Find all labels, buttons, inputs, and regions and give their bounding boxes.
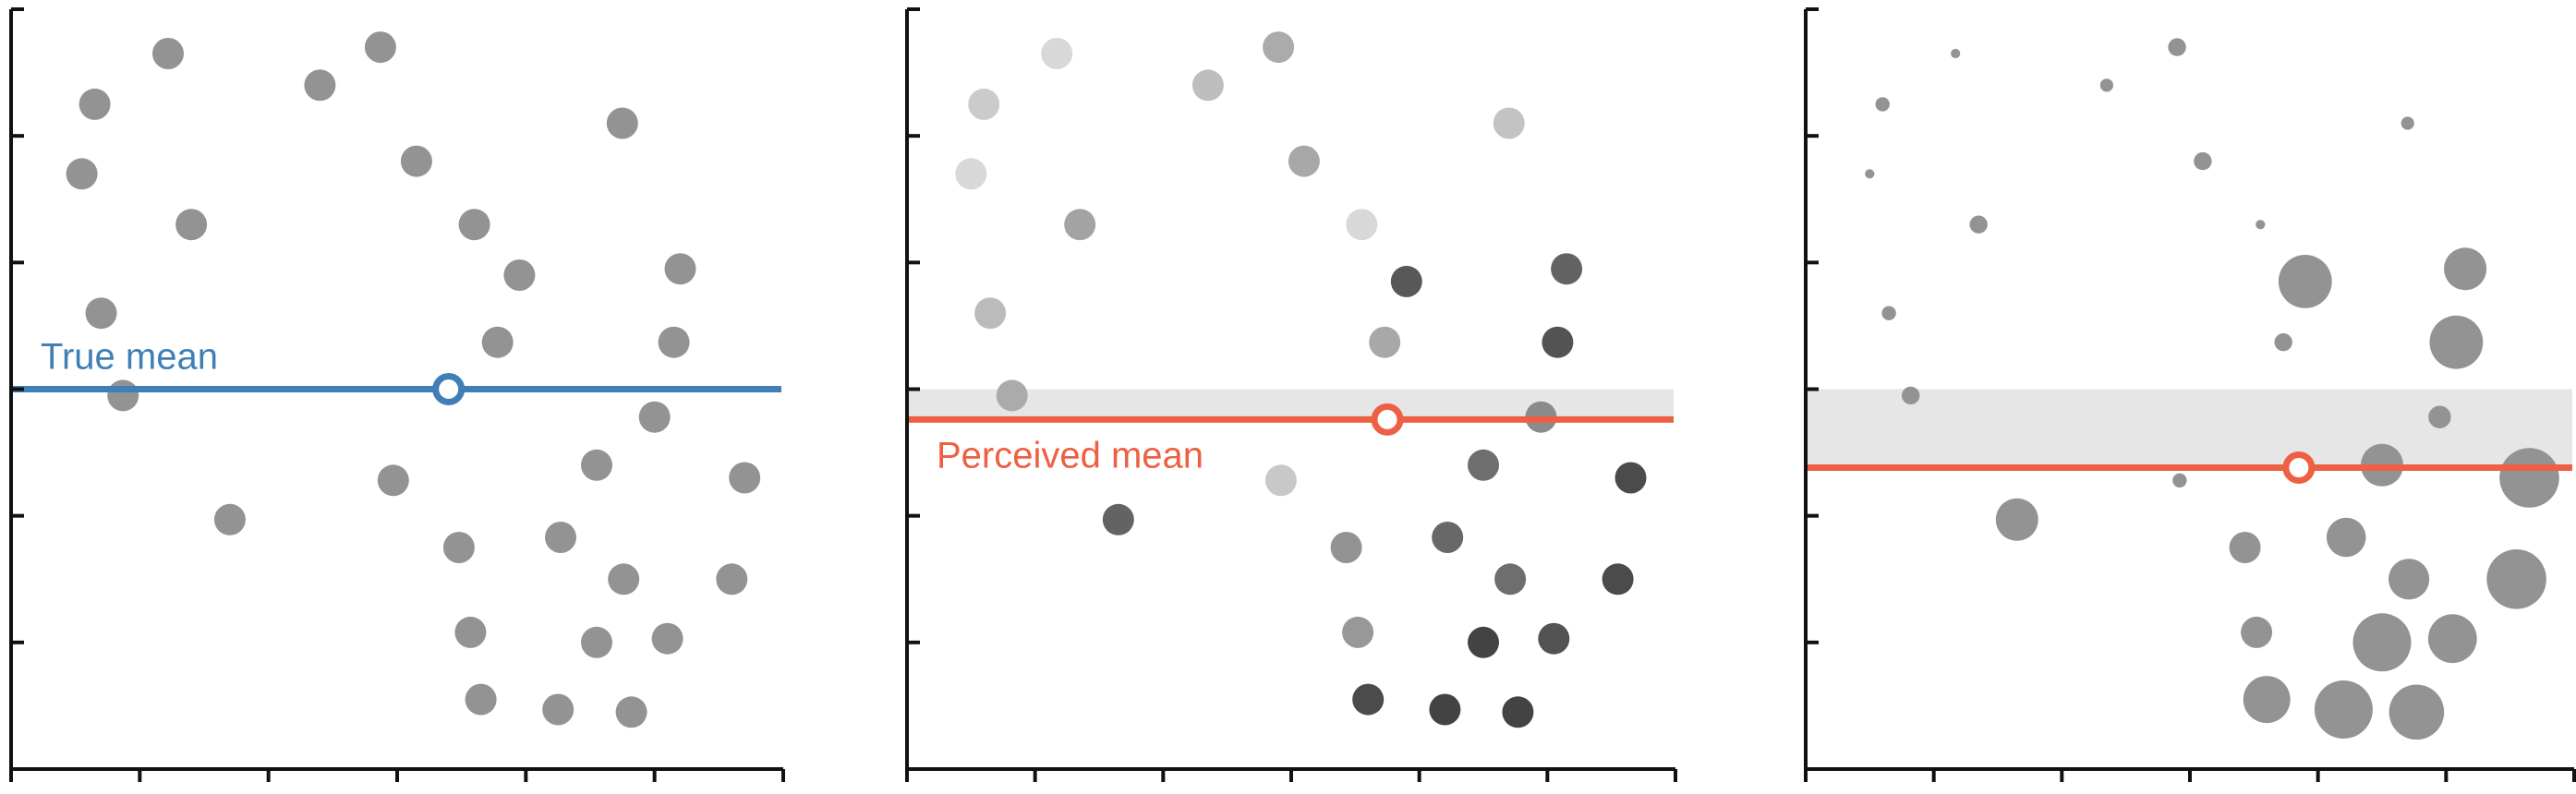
data-point bbox=[481, 326, 514, 358]
data-point bbox=[1951, 48, 1961, 59]
data-point bbox=[2243, 676, 2291, 724]
data-point bbox=[2401, 116, 2414, 130]
data-point bbox=[581, 449, 612, 481]
data-point bbox=[1369, 326, 1401, 358]
data-point bbox=[458, 209, 490, 241]
data-point bbox=[542, 693, 574, 726]
data-point bbox=[1969, 215, 1988, 234]
mean-marker bbox=[432, 373, 466, 405]
data-point bbox=[213, 503, 246, 535]
data-point bbox=[2172, 473, 2187, 487]
data-point bbox=[1502, 696, 1534, 728]
data-point bbox=[2241, 616, 2273, 648]
data-point bbox=[2427, 614, 2477, 664]
data-point bbox=[2389, 684, 2445, 740]
data-point bbox=[1468, 626, 1499, 658]
mean-difference-band bbox=[1806, 389, 2572, 468]
data-point bbox=[651, 622, 683, 655]
data-point bbox=[454, 616, 487, 648]
data-point bbox=[442, 532, 475, 563]
data-point bbox=[152, 38, 184, 69]
data-point bbox=[2428, 405, 2451, 428]
data-point bbox=[1390, 265, 1422, 297]
data-point bbox=[2352, 613, 2412, 672]
true-mean-label: True mean bbox=[41, 337, 218, 378]
data-point bbox=[2229, 532, 2261, 563]
data-point bbox=[615, 696, 647, 728]
data-point bbox=[1288, 145, 1320, 177]
panel-true-mean: True mean bbox=[9, 7, 785, 782]
data-point bbox=[503, 259, 536, 291]
data-point bbox=[2389, 559, 2430, 600]
data-point bbox=[304, 69, 336, 102]
data-point bbox=[2429, 315, 2484, 369]
data-point bbox=[1602, 563, 1634, 596]
data-point bbox=[1264, 464, 1297, 497]
data-point bbox=[638, 401, 671, 433]
data-point bbox=[377, 464, 409, 497]
data-point bbox=[1041, 38, 1073, 69]
data-point bbox=[364, 31, 396, 64]
data-point bbox=[968, 88, 1000, 120]
data-point bbox=[1352, 683, 1385, 716]
data-point bbox=[664, 253, 696, 285]
data-point bbox=[1542, 326, 1574, 358]
data-point bbox=[1429, 693, 1461, 726]
data-point bbox=[85, 297, 117, 330]
perceived-mean-label: Perceived mean bbox=[937, 435, 1203, 475]
data-point bbox=[1342, 616, 1374, 648]
data-point bbox=[716, 563, 748, 596]
panel-size-perceived-mean bbox=[1804, 7, 2576, 782]
data-point bbox=[2256, 220, 2266, 230]
data-point bbox=[1468, 449, 1499, 481]
data-point bbox=[2486, 549, 2546, 609]
data-point bbox=[1064, 209, 1096, 241]
data-point bbox=[955, 158, 987, 190]
data-point bbox=[581, 626, 612, 658]
data-point bbox=[658, 326, 690, 358]
data-point bbox=[66, 158, 98, 190]
data-point bbox=[996, 379, 1028, 412]
data-point bbox=[1875, 97, 1890, 112]
data-point bbox=[729, 462, 761, 494]
data-point bbox=[1902, 386, 1920, 405]
data-point bbox=[606, 107, 638, 139]
data-point bbox=[1330, 532, 1362, 563]
mean-marker bbox=[2282, 451, 2316, 485]
data-point bbox=[107, 379, 139, 412]
data-point bbox=[175, 209, 208, 241]
data-point bbox=[1881, 306, 1896, 320]
data-point bbox=[1191, 69, 1224, 102]
data-point bbox=[974, 297, 1007, 330]
data-point bbox=[2278, 255, 2332, 308]
data-point bbox=[1615, 462, 1647, 494]
data-point bbox=[2274, 333, 2292, 352]
data-point bbox=[1494, 563, 1527, 596]
data-point bbox=[1432, 522, 1464, 553]
data-point bbox=[2168, 38, 2186, 56]
data-point bbox=[400, 145, 432, 177]
data-point bbox=[1995, 498, 2038, 541]
data-point bbox=[1102, 503, 1134, 535]
data-point bbox=[2444, 247, 2487, 291]
data-point bbox=[608, 563, 640, 596]
data-point bbox=[1263, 31, 1295, 64]
data-point bbox=[1538, 622, 1570, 655]
data-point bbox=[79, 88, 111, 120]
mean-marker bbox=[1371, 403, 1404, 436]
data-point bbox=[2326, 517, 2366, 558]
data-point bbox=[1493, 107, 1525, 139]
data-point bbox=[465, 683, 497, 716]
data-point bbox=[2194, 151, 2212, 171]
data-point bbox=[1346, 209, 1378, 241]
data-point bbox=[2499, 448, 2559, 508]
data-point bbox=[1865, 169, 1875, 179]
panel-shade-perceived-mean: Perceived mean bbox=[905, 7, 1677, 782]
data-point bbox=[1551, 253, 1583, 285]
data-point bbox=[545, 522, 576, 553]
data-point bbox=[2314, 680, 2373, 739]
data-point bbox=[2099, 78, 2113, 92]
